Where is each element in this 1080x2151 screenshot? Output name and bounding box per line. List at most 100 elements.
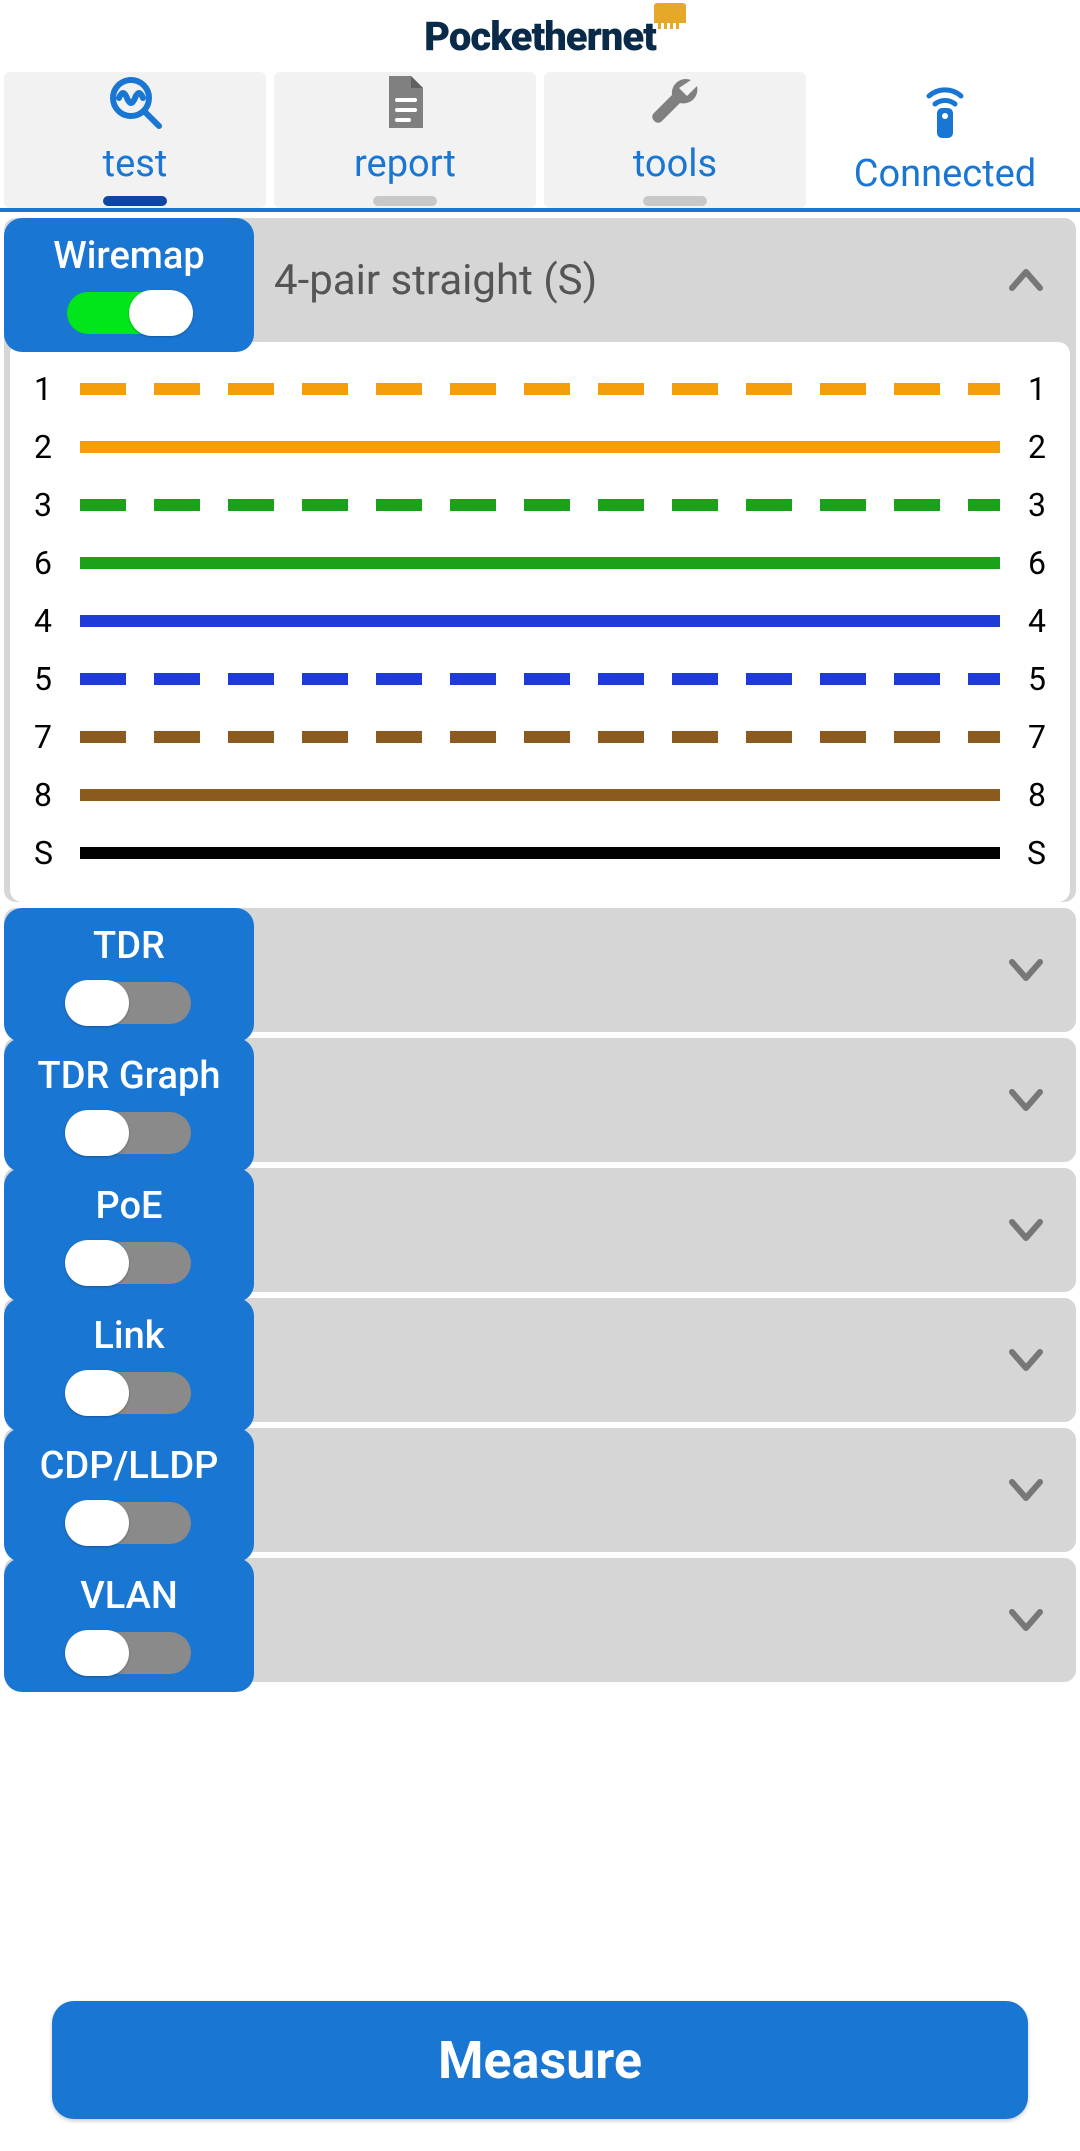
- section-badge: CDP/LLDP: [4, 1428, 254, 1562]
- wiremap-subtitle: 4-pair straight (S): [274, 256, 1004, 305]
- wire-row: 11: [34, 360, 1046, 418]
- section-toggle[interactable]: [67, 1632, 191, 1674]
- wire-right-label: 6: [1012, 544, 1046, 582]
- section-title: Link: [93, 1314, 164, 1358]
- wire-row: 77: [34, 708, 1046, 766]
- chevron-down-icon[interactable]: [1004, 948, 1048, 992]
- section-header[interactable]: VLAN: [4, 1558, 1076, 1682]
- tab-label: Connected: [854, 152, 1036, 196]
- wire-line: [80, 731, 1000, 743]
- document-icon: [381, 74, 429, 130]
- section-title: PoE: [95, 1184, 162, 1228]
- wire-left-label: S: [34, 834, 68, 872]
- chevron-up-icon[interactable]: [1004, 258, 1048, 302]
- rj45-icon: [654, 3, 686, 23]
- section-link: Link: [4, 1298, 1076, 1422]
- wire-right-label: 2: [1012, 428, 1046, 466]
- section-badge: Wiremap: [4, 218, 254, 352]
- wire-line: [80, 615, 1000, 627]
- section-tdr: TDR: [4, 908, 1076, 1032]
- section-cdp-lldp: CDP/LLDP: [4, 1428, 1076, 1552]
- wire-line: [80, 499, 1000, 511]
- wire-row: 22: [34, 418, 1046, 476]
- wire-line: [80, 789, 1000, 801]
- section-title: TDR: [93, 924, 165, 968]
- tab-underline: [373, 196, 437, 206]
- wire-line: [80, 383, 1000, 395]
- section-header[interactable]: CDP/LLDP: [4, 1428, 1076, 1552]
- wire-line: [80, 847, 1000, 859]
- section-badge: PoE: [4, 1168, 254, 1302]
- wire-left-label: 7: [34, 718, 68, 756]
- wire-row: 55: [34, 650, 1046, 708]
- section-header[interactable]: Wiremap 4-pair straight (S): [4, 218, 1076, 342]
- section-header[interactable]: TDR Graph: [4, 1038, 1076, 1162]
- tab-tools[interactable]: tools: [544, 72, 806, 208]
- wrench-icon: [647, 74, 703, 130]
- wire-right-label: 4: [1012, 602, 1046, 640]
- top-tabbar: test report tools Connected: [0, 72, 1080, 212]
- wire-row: 33: [34, 476, 1046, 534]
- wire-right-label: 7: [1012, 718, 1046, 756]
- brand-name: Pockethernet: [424, 13, 656, 60]
- chevron-down-icon[interactable]: [1004, 1338, 1048, 1382]
- section-title: CDP/LLDP: [40, 1444, 219, 1488]
- wire-left-label: 1: [34, 370, 68, 408]
- wire-right-label: S: [1012, 834, 1046, 872]
- section-badge: VLAN: [4, 1558, 254, 1692]
- wire-row: 66: [34, 534, 1046, 592]
- wire-left-label: 5: [34, 660, 68, 698]
- chevron-down-icon[interactable]: [1004, 1078, 1048, 1122]
- section-toggle[interactable]: [67, 1242, 191, 1284]
- tab-test[interactable]: test: [4, 72, 266, 208]
- tab-label: tools: [633, 142, 717, 186]
- chevron-down-icon[interactable]: [1004, 1598, 1048, 1642]
- test-sections: Wiremap 4-pair straight (S) 112233664455…: [0, 218, 1080, 1682]
- app-header: Pockethernet: [0, 0, 1080, 72]
- section-title: TDR Graph: [38, 1054, 221, 1098]
- wire-right-label: 8: [1012, 776, 1046, 814]
- section-toggle[interactable]: [67, 1372, 191, 1414]
- section-header[interactable]: PoE: [4, 1168, 1076, 1292]
- section-vlan: VLAN: [4, 1558, 1076, 1682]
- section-tdr-graph: TDR Graph: [4, 1038, 1076, 1162]
- section-toggle[interactable]: [67, 292, 191, 334]
- section-toggle[interactable]: [67, 1112, 191, 1154]
- measure-button[interactable]: Measure: [52, 2001, 1028, 2119]
- measure-label: Measure: [438, 2030, 642, 2091]
- section-badge: TDR: [4, 908, 254, 1042]
- section-badge: Link: [4, 1298, 254, 1432]
- wire-left-label: 6: [34, 544, 68, 582]
- wiremap-diagram: 1122336644557788SS: [10, 342, 1070, 902]
- section-badge: TDR Graph: [4, 1038, 254, 1172]
- wire-line: [80, 441, 1000, 453]
- tab-underline: [643, 196, 707, 206]
- wire-left-label: 3: [34, 486, 68, 524]
- tab-report[interactable]: report: [274, 72, 536, 208]
- remote-signal-icon: [917, 84, 973, 140]
- section-toggle[interactable]: [67, 982, 191, 1024]
- chevron-down-icon[interactable]: [1004, 1208, 1048, 1252]
- search-scope-icon: [105, 74, 165, 130]
- wire-line: [80, 673, 1000, 685]
- section-wiremap: Wiremap 4-pair straight (S) 112233664455…: [4, 218, 1076, 902]
- tab-connected[interactable]: Connected: [814, 72, 1076, 208]
- wire-right-label: 5: [1012, 660, 1046, 698]
- section-header[interactable]: Link: [4, 1298, 1076, 1422]
- section-header[interactable]: TDR: [4, 908, 1076, 1032]
- wire-right-label: 3: [1012, 486, 1046, 524]
- wire-left-label: 2: [34, 428, 68, 466]
- tab-label: test: [103, 142, 168, 186]
- section-title: Wiremap: [53, 234, 205, 278]
- wire-line: [80, 557, 1000, 569]
- section-poe: PoE: [4, 1168, 1076, 1292]
- tab-underline: [103, 196, 167, 206]
- section-title: VLAN: [80, 1574, 178, 1618]
- wire-row: 88: [34, 766, 1046, 824]
- tab-label: report: [354, 142, 456, 186]
- chevron-down-icon[interactable]: [1004, 1468, 1048, 1512]
- section-toggle[interactable]: [67, 1502, 191, 1544]
- wire-row: 44: [34, 592, 1046, 650]
- wire-left-label: 4: [34, 602, 68, 640]
- wire-left-label: 8: [34, 776, 68, 814]
